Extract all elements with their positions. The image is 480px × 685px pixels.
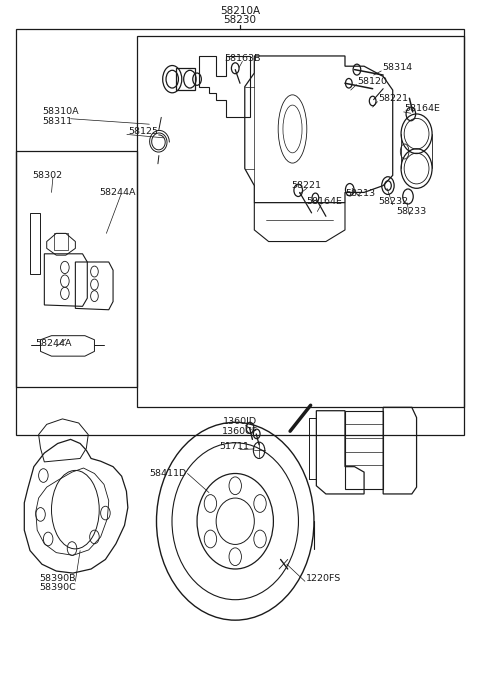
Text: 58390B: 58390B [39,573,76,583]
Text: 58390C: 58390C [39,583,76,593]
Text: 58221: 58221 [291,181,322,190]
Text: 58125: 58125 [128,127,158,136]
Text: 58302: 58302 [33,171,62,180]
Text: 1220FS: 1220FS [306,573,341,583]
Bar [176,68,195,90]
Text: 58120: 58120 [358,77,387,86]
Text: 58244A: 58244A [36,339,72,348]
Text: 58163B: 58163B [224,54,261,63]
Text: 58213: 58213 [345,189,375,198]
Text: 58310A: 58310A [42,107,79,116]
Text: 1360JD: 1360JD [223,417,257,427]
Text: 58164E: 58164E [405,104,441,113]
Bar [137,36,464,408]
Text: 58311: 58311 [42,116,72,125]
Bar [54,233,68,250]
Text: 58233: 58233 [396,208,427,216]
Text: 58232: 58232 [378,197,408,206]
Text: 51711: 51711 [219,442,249,451]
Text: 58314: 58314 [382,63,412,73]
Text: 58210A: 58210A [220,5,260,16]
Text: 58244A: 58244A [99,188,136,197]
Text: 58411D: 58411D [149,469,187,477]
Bar [16,151,137,387]
Text: 58221: 58221 [378,94,408,103]
Text: 1360CF: 1360CF [222,427,258,436]
Text: 58230: 58230 [224,15,256,25]
Text: 58164E: 58164E [306,197,342,206]
Bar [30,213,39,274]
Bar [16,29,464,434]
